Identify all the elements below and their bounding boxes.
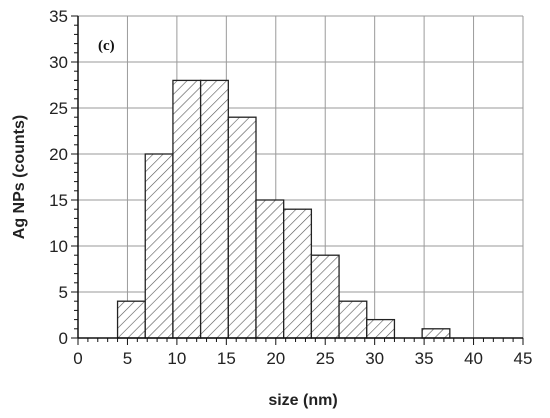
x-tick-label: 45 (514, 349, 533, 368)
x-tick-label: 5 (123, 349, 132, 368)
y-tick-label: 25 (49, 99, 68, 118)
x-tick-label: 30 (365, 349, 384, 368)
axes (71, 15, 524, 345)
histogram-bar (172, 79, 202, 339)
x-tick-label: 40 (464, 349, 483, 368)
y-tick-label: 35 (49, 7, 68, 26)
histogram-bar (366, 318, 396, 339)
histogram-bar (199, 79, 229, 339)
y-tick-label: 20 (49, 145, 68, 164)
y-tick-label: 5 (59, 283, 68, 302)
panel-label: (c) (98, 38, 115, 54)
histogram-bars (116, 79, 451, 339)
y-tick-label: 0 (59, 329, 68, 348)
x-tick-label: 20 (266, 349, 285, 368)
y-tick-label: 30 (49, 53, 68, 72)
x-tick-label: 25 (316, 349, 335, 368)
histogram-bar (283, 208, 313, 339)
y-tick-label: 10 (49, 237, 68, 256)
histogram-bar (255, 199, 285, 339)
x-tick-label: 15 (217, 349, 236, 368)
y-axis-title: Ag NPs (counts) (11, 115, 28, 239)
histogram-bar (144, 153, 174, 339)
x-axis-title: size (nm) (268, 392, 337, 409)
y-tick-label: 15 (49, 191, 68, 210)
histogram-bar (421, 328, 451, 339)
x-tick-label: 0 (73, 349, 82, 368)
histogram-bar (338, 300, 368, 339)
x-tick-label: 35 (415, 349, 434, 368)
histogram-bar (227, 116, 257, 339)
tick-labels: 0 5 10 15 20 25 30 35 40 45 0 5 10 15 20 25 30 35 (49, 7, 532, 368)
histogram-bar (310, 254, 340, 339)
histogram-bar (116, 300, 146, 339)
x-tick-label: 10 (167, 349, 186, 368)
